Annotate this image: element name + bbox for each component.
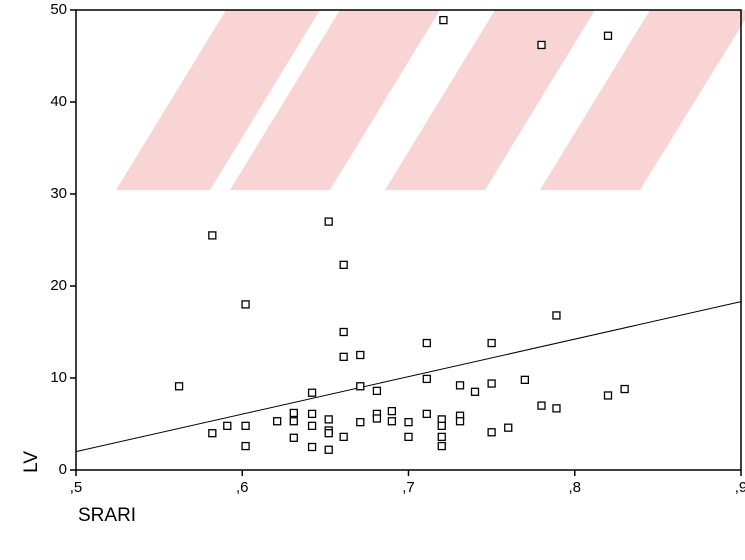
x-tick-label: ,5 bbox=[70, 479, 83, 496]
point bbox=[620, 384, 629, 394]
point bbox=[339, 327, 348, 337]
watermark bbox=[116, 10, 745, 190]
point bbox=[356, 418, 365, 427]
point bbox=[487, 379, 496, 388]
x-axis-label: SRARI bbox=[78, 505, 136, 526]
point bbox=[387, 406, 397, 416]
point bbox=[437, 421, 446, 430]
point bbox=[437, 432, 446, 442]
watermark-stripe bbox=[116, 10, 320, 190]
y-tick-label: 0 bbox=[59, 461, 67, 478]
point bbox=[307, 442, 317, 452]
y-tick-label: 20 bbox=[50, 277, 67, 294]
watermark-stripe bbox=[385, 10, 595, 190]
point bbox=[273, 417, 282, 426]
point bbox=[455, 417, 465, 426]
point bbox=[552, 404, 561, 413]
watermark-stripe bbox=[540, 10, 745, 190]
point bbox=[372, 414, 382, 423]
point bbox=[208, 231, 217, 240]
point bbox=[520, 375, 530, 384]
x-tick-label: ,6 bbox=[236, 479, 249, 496]
point bbox=[324, 415, 333, 424]
regression-line bbox=[75, 301, 742, 453]
point bbox=[437, 441, 446, 451]
point bbox=[404, 418, 413, 427]
x-tick-label: ,9 bbox=[735, 479, 745, 496]
point bbox=[552, 311, 561, 320]
point bbox=[289, 408, 298, 418]
y-tick-label: 30 bbox=[50, 185, 67, 202]
point bbox=[324, 445, 333, 454]
point bbox=[208, 429, 217, 438]
watermark-stripe bbox=[230, 10, 440, 190]
point bbox=[324, 429, 333, 438]
point bbox=[422, 409, 431, 419]
point bbox=[603, 31, 613, 40]
point bbox=[339, 352, 348, 361]
y-tick-label: 40 bbox=[50, 93, 67, 110]
point bbox=[537, 40, 546, 50]
point bbox=[223, 421, 232, 430]
point bbox=[307, 421, 317, 430]
y-tick-label: 10 bbox=[50, 369, 67, 386]
point bbox=[356, 350, 365, 360]
y-tick-label: 50 bbox=[50, 1, 67, 18]
point bbox=[372, 386, 382, 396]
point bbox=[537, 401, 546, 410]
point bbox=[504, 423, 513, 432]
point bbox=[603, 391, 613, 400]
point bbox=[324, 217, 333, 226]
point bbox=[404, 432, 413, 442]
point bbox=[487, 338, 496, 348]
point bbox=[422, 374, 431, 384]
point bbox=[241, 300, 250, 309]
x-tick-label: ,8 bbox=[568, 479, 581, 496]
point bbox=[455, 381, 465, 390]
point bbox=[241, 441, 250, 451]
x-tick-label: ,7 bbox=[402, 479, 415, 496]
point bbox=[307, 409, 317, 419]
point bbox=[174, 382, 184, 391]
y-axis-label: LV bbox=[21, 451, 42, 473]
point bbox=[439, 15, 448, 25]
point bbox=[422, 338, 431, 348]
point bbox=[339, 432, 348, 442]
point bbox=[241, 421, 250, 430]
point bbox=[307, 388, 317, 397]
point bbox=[387, 417, 397, 426]
point bbox=[289, 433, 298, 442]
point bbox=[470, 387, 480, 396]
point bbox=[289, 417, 298, 426]
point bbox=[487, 428, 496, 437]
point bbox=[356, 382, 365, 391]
point bbox=[339, 260, 348, 269]
